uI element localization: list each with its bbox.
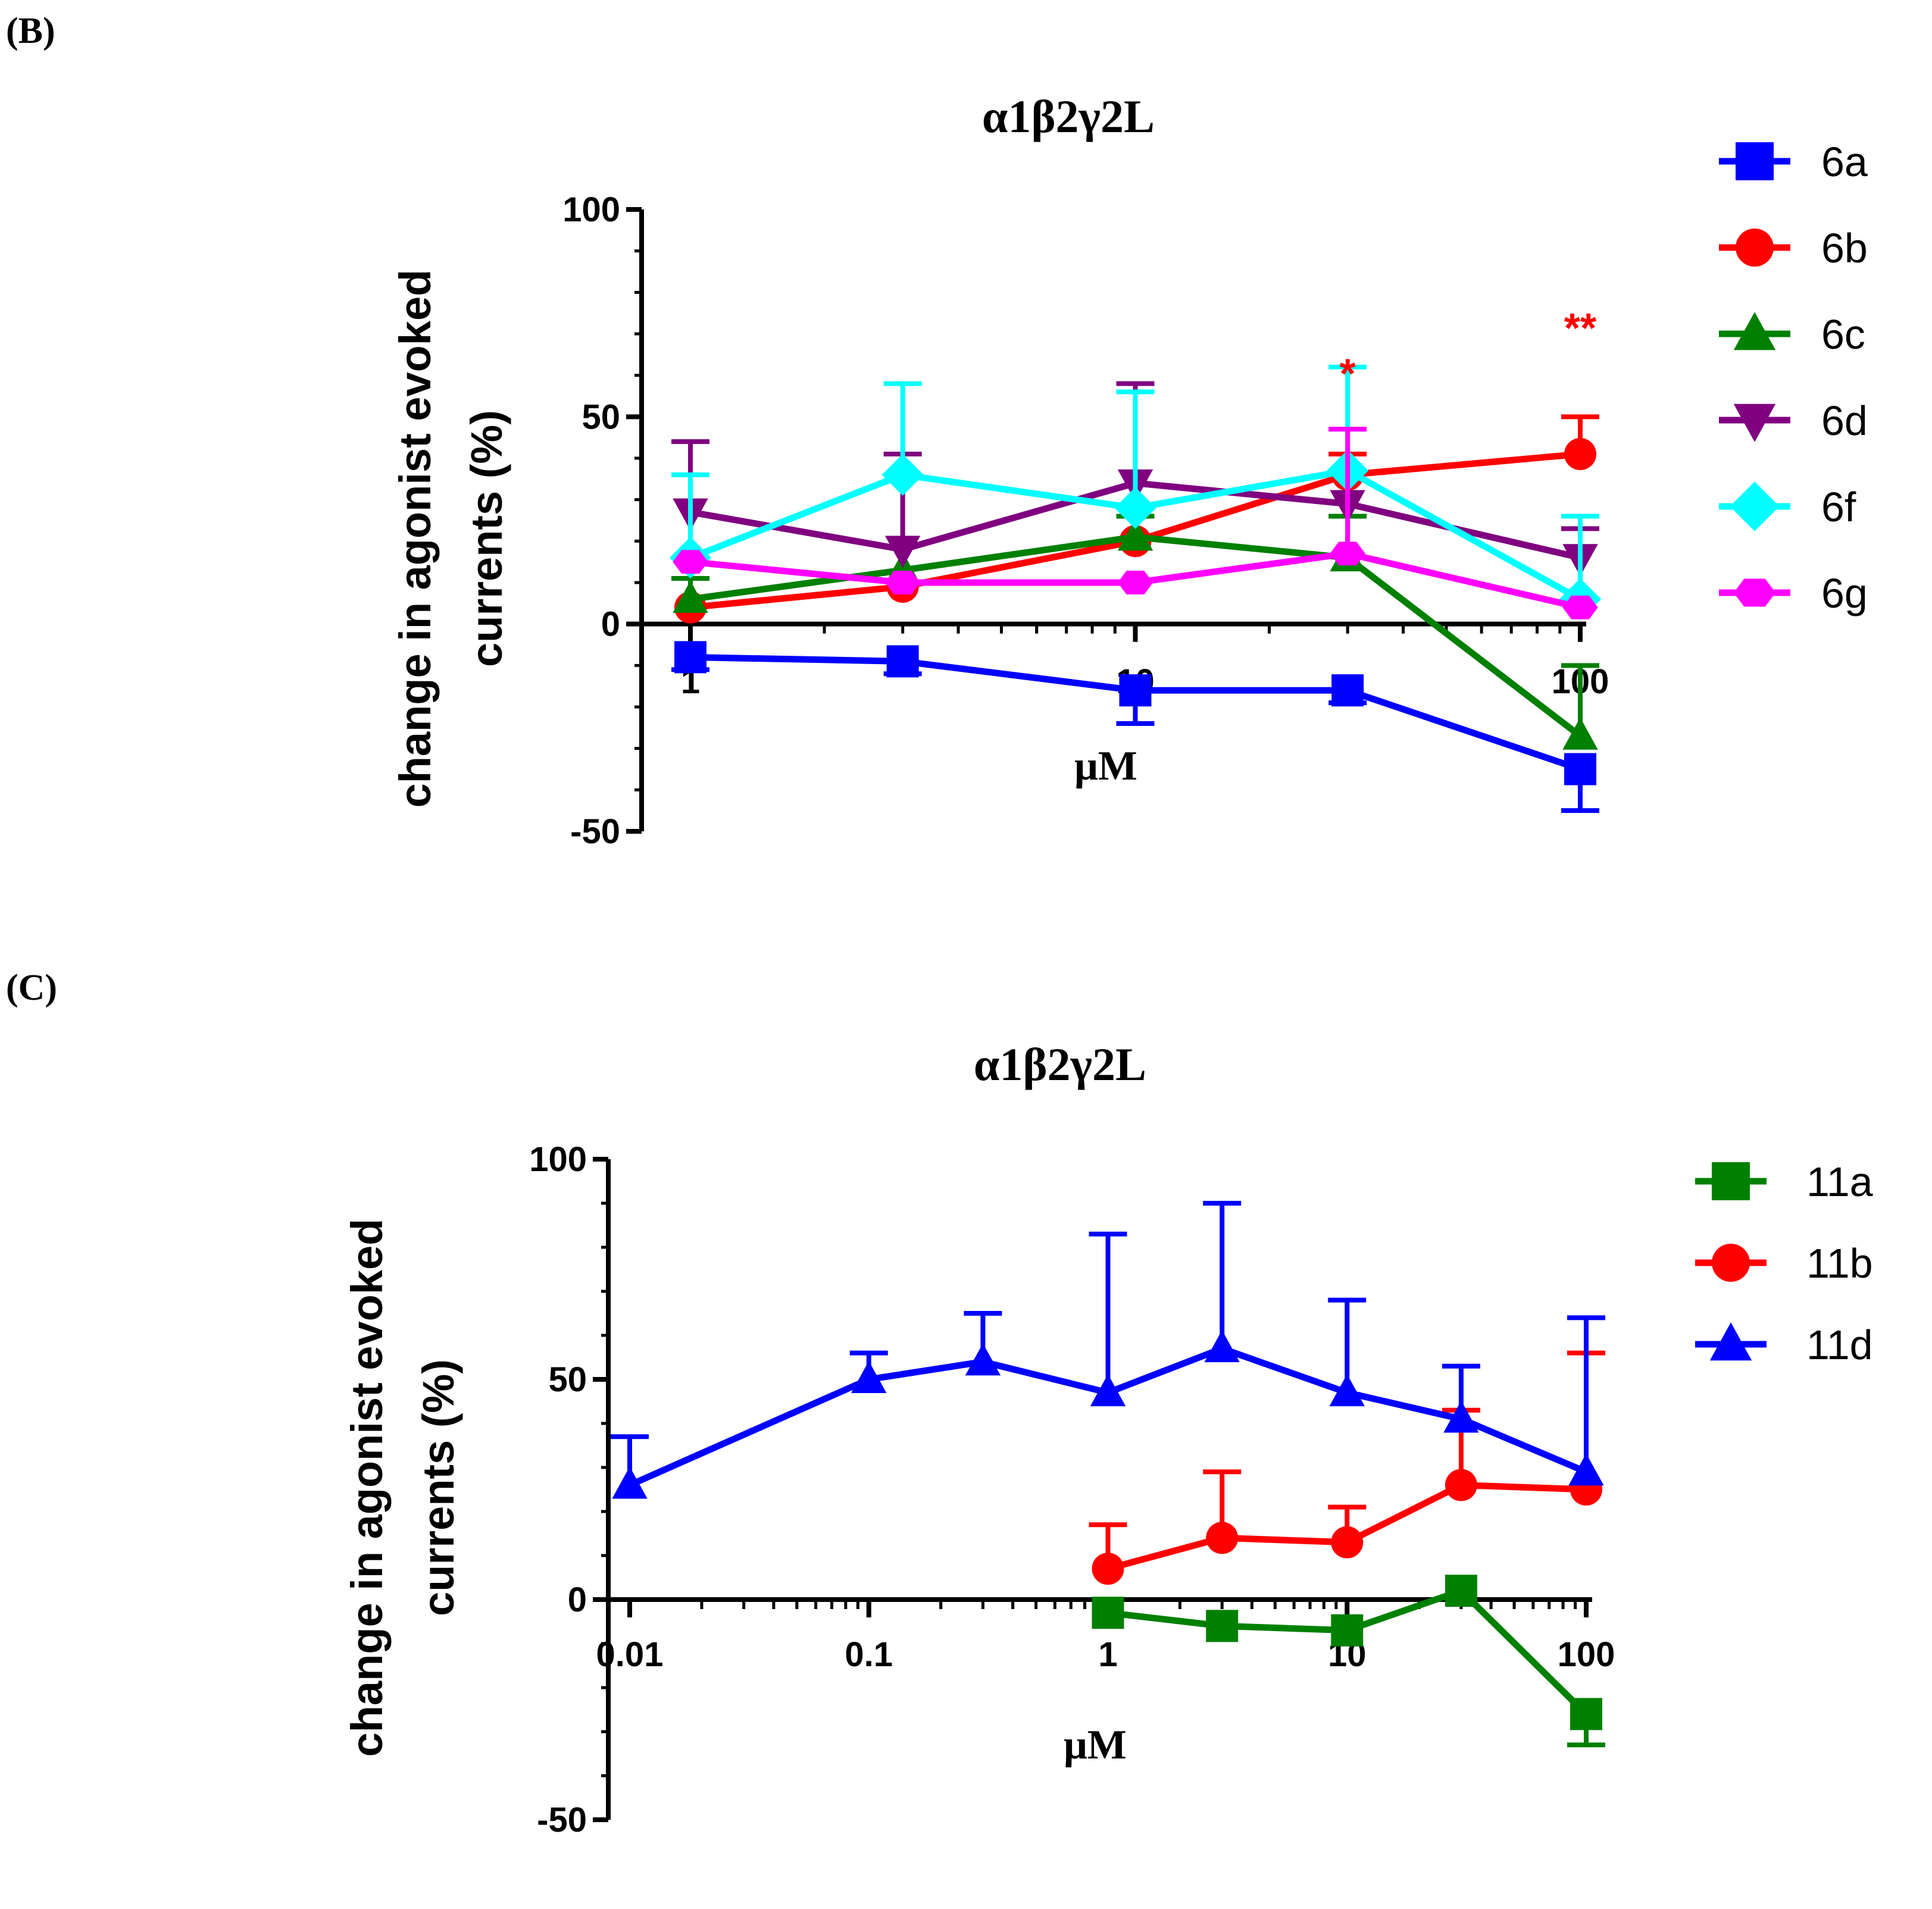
x-axis-label: μM bbox=[1074, 743, 1137, 789]
data-point bbox=[1114, 487, 1156, 529]
data-point bbox=[1117, 571, 1153, 594]
data-point bbox=[1443, 1400, 1479, 1433]
y-tick-label: 0 bbox=[568, 1581, 587, 1619]
significance-marker: ** bbox=[1564, 305, 1597, 351]
y-tick-label: 100 bbox=[529, 1140, 587, 1179]
legend-entry-6f: 6f bbox=[1719, 481, 1856, 531]
legend-label: 6f bbox=[1821, 484, 1856, 530]
legend-marker bbox=[1712, 1244, 1750, 1282]
legend-marker bbox=[1712, 1162, 1750, 1200]
legend-label: 6a bbox=[1821, 139, 1868, 185]
chart-title: α1β2γ2L bbox=[982, 90, 1155, 142]
x-tick-label: 0.01 bbox=[596, 1635, 664, 1674]
data-point bbox=[1562, 717, 1598, 750]
data-point bbox=[1562, 595, 1598, 619]
chart-panel-1: (C) α1β2γ2L change in agonist evoked curren… bbox=[6, 968, 1873, 1839]
y-tick-label: 50 bbox=[582, 398, 620, 436]
legend-label: 11a bbox=[1806, 1159, 1873, 1205]
significance-marker: * bbox=[1340, 350, 1356, 397]
legend-entry-6c: 6c bbox=[1719, 311, 1865, 358]
data-point bbox=[965, 1343, 1001, 1376]
legend-label: 11d bbox=[1806, 1322, 1873, 1368]
data-point bbox=[1564, 438, 1596, 471]
legend-entry-6g: 6g bbox=[1719, 570, 1868, 616]
data-point bbox=[612, 1466, 648, 1499]
legend-entry-6b: 6b bbox=[1719, 225, 1868, 271]
data-point bbox=[1331, 1526, 1364, 1559]
y-axis-label: change in agonist evoked bbox=[342, 1219, 392, 1757]
data-point bbox=[1330, 542, 1365, 566]
x-tick-label: 0.1 bbox=[845, 1635, 893, 1674]
y-tick-label: 100 bbox=[562, 190, 620, 229]
legend-marker bbox=[1736, 142, 1774, 180]
data-point bbox=[1090, 1374, 1126, 1407]
legend-label: 6b bbox=[1821, 225, 1868, 271]
data-point bbox=[881, 453, 924, 496]
y-tick-label: 0 bbox=[601, 605, 620, 644]
legend-label: 11b bbox=[1806, 1240, 1873, 1287]
legend-entry-11a: 11a bbox=[1695, 1159, 1873, 1205]
data-point bbox=[673, 550, 708, 574]
data-point bbox=[1092, 1597, 1124, 1629]
y-axis-label: change in agonist evoked bbox=[390, 270, 440, 808]
chart-panel-0: (B) α1β2γ2L change in agonist evoked curren… bbox=[6, 11, 1868, 851]
legend-label: 6c bbox=[1821, 311, 1865, 358]
series-11a bbox=[1092, 1575, 1605, 1748]
legend-marker bbox=[1733, 403, 1776, 442]
series-11d bbox=[611, 1201, 1605, 1499]
y-tick-label: -50 bbox=[537, 1801, 587, 1839]
data-point bbox=[1117, 518, 1153, 551]
legend-marker bbox=[1709, 1322, 1752, 1361]
data-point bbox=[1568, 1453, 1604, 1486]
legend-marker bbox=[1730, 481, 1780, 531]
x-axis-label: μM bbox=[1064, 1722, 1127, 1768]
data-point bbox=[1445, 1575, 1477, 1607]
data-point bbox=[673, 580, 708, 613]
y-tick-label: -50 bbox=[570, 812, 620, 851]
legend-marker bbox=[1733, 312, 1776, 350]
data-point bbox=[1119, 674, 1152, 707]
chart-title: α1β2γ2L bbox=[974, 1038, 1146, 1090]
data-point bbox=[886, 645, 919, 678]
series-line bbox=[628, 1345, 1588, 1488]
panel-label: (B) bbox=[6, 11, 55, 51]
legend-label: 6d bbox=[1821, 398, 1868, 444]
data-point bbox=[1331, 674, 1364, 707]
data-point bbox=[1564, 753, 1596, 785]
y-tick-label: 50 bbox=[548, 1360, 587, 1399]
data-point bbox=[1092, 1553, 1124, 1585]
data-point bbox=[1204, 1330, 1240, 1363]
data-point bbox=[1445, 1469, 1477, 1501]
data-point bbox=[851, 1360, 887, 1393]
data-point bbox=[884, 571, 921, 594]
legend-entry-11b: 11b bbox=[1695, 1240, 1873, 1287]
legend-entry-11d: 11d bbox=[1695, 1322, 1873, 1368]
y-axis-label: currents (%) bbox=[414, 1359, 463, 1616]
data-point bbox=[1331, 1614, 1364, 1647]
y-axis-label: currents (%) bbox=[462, 410, 511, 667]
x-tick-label: 1 bbox=[1098, 1635, 1117, 1674]
data-point bbox=[1206, 1522, 1239, 1554]
legend-entry-6a: 6a bbox=[1719, 139, 1868, 185]
data-point bbox=[674, 641, 706, 674]
legend-marker bbox=[1736, 229, 1774, 267]
series-6a bbox=[671, 641, 1599, 813]
legend-marker bbox=[1733, 578, 1776, 607]
legend-label: 6g bbox=[1821, 570, 1868, 616]
series-6g bbox=[673, 427, 1598, 619]
data-point bbox=[1206, 1610, 1239, 1642]
x-tick-label: 100 bbox=[1558, 1635, 1615, 1674]
data-point bbox=[884, 536, 921, 568]
data-point bbox=[1570, 1698, 1602, 1730]
data-point bbox=[1329, 1374, 1365, 1407]
legend-entry-6d: 6d bbox=[1719, 398, 1868, 444]
panel-label: (C) bbox=[6, 968, 57, 1008]
